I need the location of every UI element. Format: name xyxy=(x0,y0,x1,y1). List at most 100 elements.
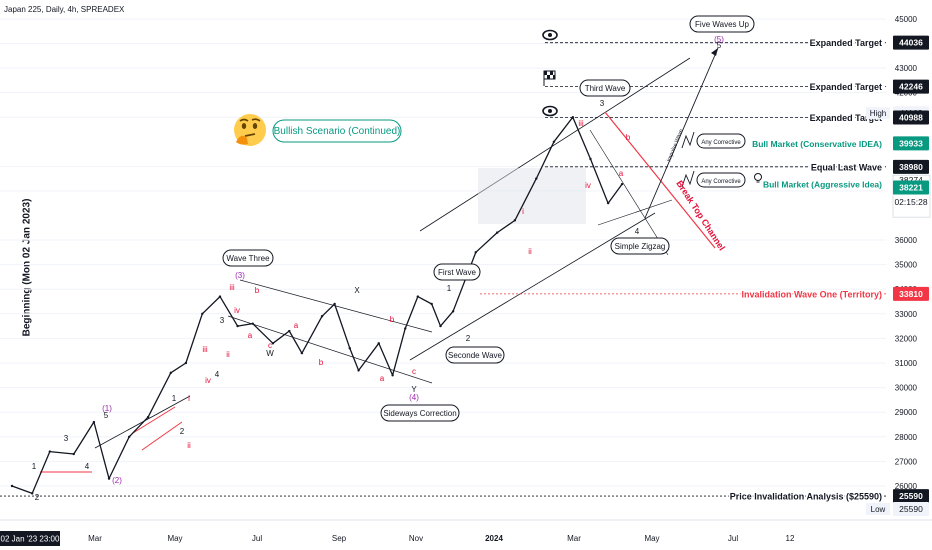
price-axis: 26000 27000 28000 29000 30000 31000 32000 33000… xyxy=(866,0,932,520)
time-tick: Mar xyxy=(567,534,581,543)
price-tick: 36000 xyxy=(895,236,918,245)
bar-countdown: 02:15:28 xyxy=(894,197,927,207)
sideways-correction-text: Sideways Correction xyxy=(383,409,456,418)
wave-three-text: Wave Three xyxy=(226,254,270,263)
eye-pupil xyxy=(548,33,552,37)
wave-label: W xyxy=(266,349,274,358)
price-point xyxy=(92,420,96,424)
price-tick: 45000 xyxy=(895,15,918,24)
wave-label: a xyxy=(619,169,624,178)
wave-label: 4 xyxy=(85,462,90,471)
second-wave-text: Seconde Wave xyxy=(448,351,503,360)
wave-label: c xyxy=(268,341,272,350)
price-point xyxy=(357,369,360,372)
wave-label: i xyxy=(522,207,524,216)
eye-icon xyxy=(542,29,558,41)
time-tick: Jul xyxy=(252,534,262,543)
wave-label: iii xyxy=(578,119,584,128)
price-point xyxy=(169,371,173,375)
wave-label: 5 xyxy=(717,41,722,50)
chart-title: Japan 225, Daily, 4h, SPREADEX xyxy=(4,5,125,14)
sideways-correction-box xyxy=(380,404,460,422)
zigzag-glyph-bottom xyxy=(681,170,695,188)
wave-label: iv xyxy=(205,376,211,385)
price-point xyxy=(251,322,254,325)
low-label-bg xyxy=(866,503,890,515)
price-point xyxy=(236,324,239,328)
price-tick: 27000 xyxy=(895,457,918,466)
wave-label: b xyxy=(255,286,260,295)
any-corrective-bottom-text: Any Corrective xyxy=(701,179,741,185)
wave-label: b xyxy=(390,315,395,324)
price-tag-low-bg xyxy=(893,502,929,516)
first-wave-text: First Wave xyxy=(438,268,476,277)
wave-label: (2) xyxy=(112,476,122,485)
zigzag-glyph-top xyxy=(681,131,695,149)
price-point xyxy=(128,435,131,438)
wave-label: 2 xyxy=(466,334,471,343)
price-point xyxy=(348,347,351,350)
wave-label: (4) xyxy=(409,393,419,402)
price-point xyxy=(48,450,52,453)
price-tag-39933: 39933 xyxy=(899,138,923,148)
flag-checks xyxy=(544,71,555,79)
price-point xyxy=(288,329,291,333)
price-tag-39933-bg xyxy=(893,136,929,151)
simple-zigzag-text: Simple Zigzag xyxy=(615,242,666,251)
main-channel-bottom xyxy=(409,212,656,361)
wave-label: 4 xyxy=(635,227,640,236)
wave-label: b xyxy=(319,358,324,367)
time-tick: Jul xyxy=(728,534,738,543)
price-point xyxy=(184,361,188,365)
price-point xyxy=(404,327,407,330)
lightbulb-icon xyxy=(754,173,762,181)
sideways-channel-top xyxy=(239,279,433,333)
five-waves-up-box xyxy=(689,15,755,33)
wave-label: 3 xyxy=(64,434,69,443)
price-tick: 31000 xyxy=(895,359,918,368)
price-point xyxy=(451,310,455,313)
price-series xyxy=(10,116,624,495)
any-corrective-top-text: Any Corrective xyxy=(701,140,741,146)
eye-pupil xyxy=(548,109,552,113)
level-label: Expanded Target xyxy=(810,82,882,92)
wave-label: i xyxy=(188,394,190,403)
time-tick: May xyxy=(167,534,182,543)
channels xyxy=(40,47,719,473)
wave-label: 4 xyxy=(215,370,220,379)
price-point xyxy=(416,295,420,298)
any-corrective-bottom-box xyxy=(696,172,746,188)
price-tick: 26000 xyxy=(895,482,918,491)
price-tag-25590-bg xyxy=(893,489,929,504)
price-tag-33810-bg xyxy=(893,286,929,301)
wave-label: 2 xyxy=(180,427,185,436)
time-tick: Sep xyxy=(332,534,347,543)
impulse-wave-label: Impulse Wave xyxy=(666,128,685,162)
wave-label: ii xyxy=(528,247,532,256)
annotations: Bullish Scenario (Continued) Five Waves U… xyxy=(222,15,762,422)
price-point xyxy=(439,324,442,328)
price-point xyxy=(107,477,111,480)
price-point xyxy=(201,312,204,315)
price-point xyxy=(10,484,14,488)
wave-label: Y xyxy=(411,385,417,394)
start-date-bg xyxy=(0,531,60,546)
wave-label: X xyxy=(354,286,360,295)
bullish-scenario-box xyxy=(272,119,402,143)
price-point xyxy=(72,452,75,456)
five-waves-up-text: Five Waves Up xyxy=(695,20,749,29)
price-point xyxy=(496,231,499,234)
third-wave-box xyxy=(579,79,631,97)
consolidation-box xyxy=(478,168,586,224)
wave-label: 1 xyxy=(32,462,37,471)
price-tag-low: 25590 xyxy=(899,504,923,514)
price-point xyxy=(271,342,275,345)
simple-zigzag-box xyxy=(610,237,670,255)
price-point xyxy=(474,251,478,254)
wave-label: 1 xyxy=(447,284,452,293)
break-top-channel-line xyxy=(604,111,716,249)
price-point xyxy=(333,302,336,306)
high-label: High xyxy=(870,109,886,118)
level-label: Expanded Target xyxy=(810,38,882,48)
